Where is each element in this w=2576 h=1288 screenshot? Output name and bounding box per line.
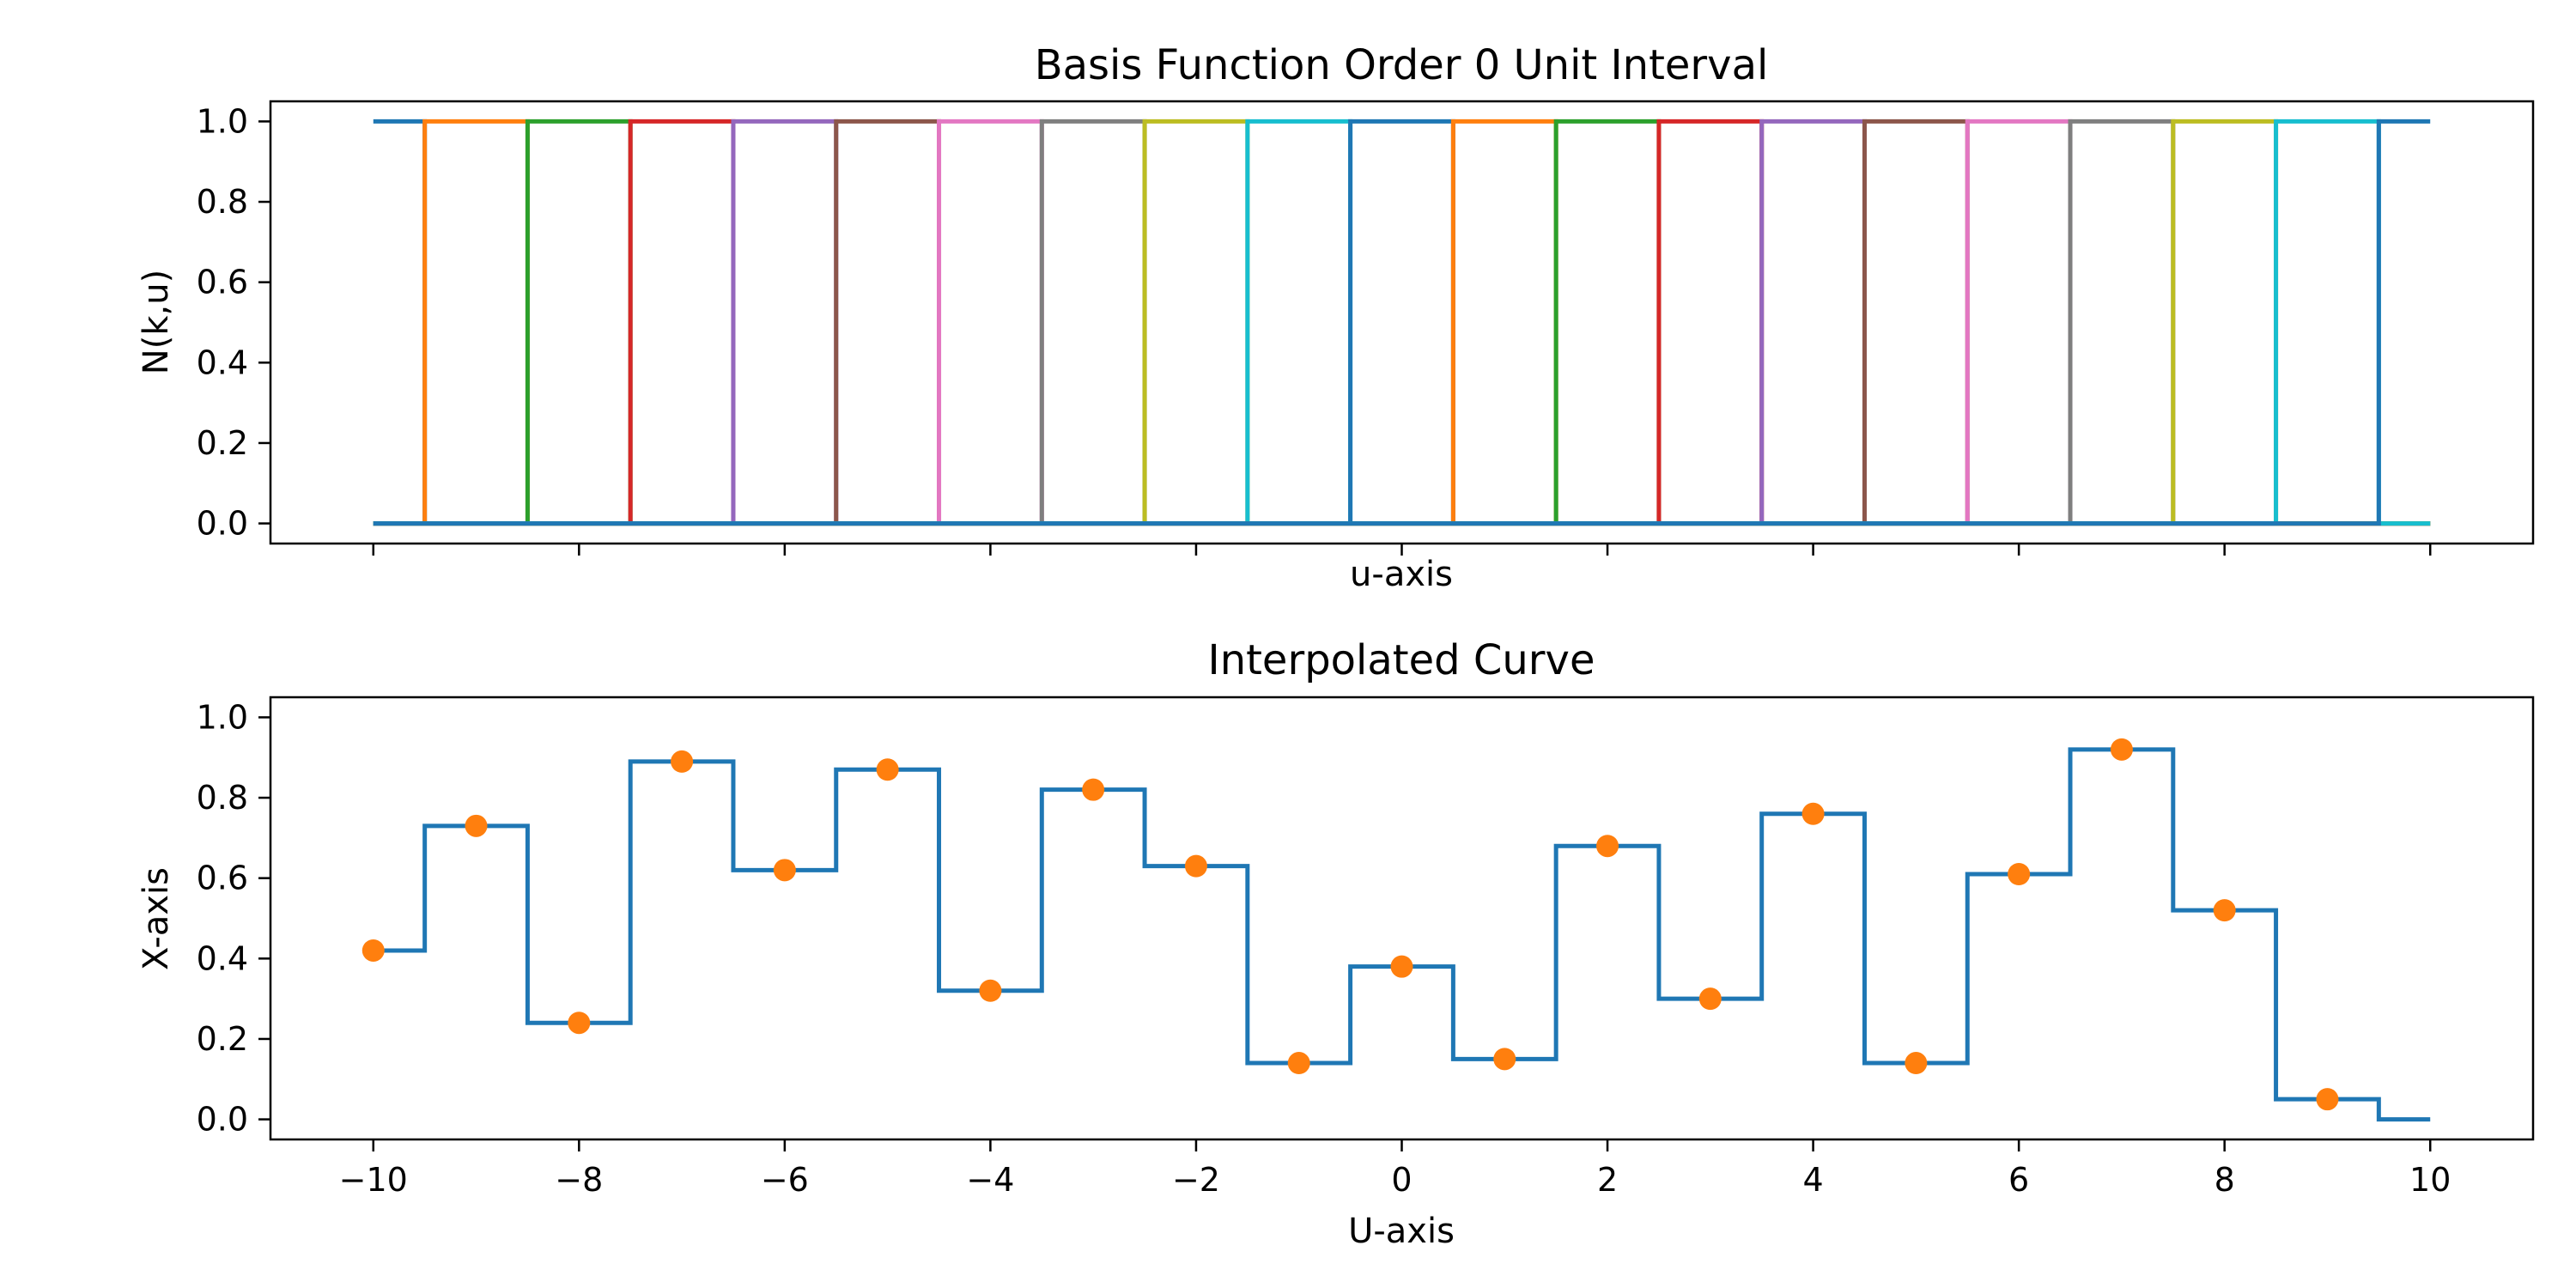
basis-function-y-tick-label: 0.8 bbox=[197, 183, 248, 221]
interpolation-point bbox=[465, 814, 488, 837]
basis-function-line bbox=[373, 118, 2431, 526]
basis-function-line bbox=[373, 118, 2431, 526]
interpolated-curve-x-tick-label: 8 bbox=[2215, 1161, 2235, 1199]
interpolation-point bbox=[876, 758, 899, 781]
interpolated-curve-y-tick-label: 0.8 bbox=[197, 779, 248, 817]
basis-function-line bbox=[373, 118, 2431, 526]
basis-function-title: Basis Function Order 0 Unit Interval bbox=[1035, 41, 1769, 89]
interpolated-curve-x-ticks: −10 −8 −6 −4 −2 0 2 4 6 8 10 bbox=[339, 1139, 2451, 1199]
interpolation-point bbox=[1801, 802, 1825, 825]
basis-function-line bbox=[373, 118, 2431, 526]
interpolation-point bbox=[773, 859, 796, 882]
interpolated-curve-x-tick-label: 2 bbox=[1597, 1161, 1618, 1199]
basis-function-axes: 0.0 0.2 0.4 0.6 0.8 1.0 Basis Function Order … bbox=[137, 41, 2535, 594]
basis-function-plot-frame bbox=[269, 100, 2535, 545]
basis-function-y-tick-label: 0.6 bbox=[197, 264, 248, 301]
interpolation-point bbox=[1698, 987, 1722, 1011]
basis-function-y-tick-label: 0.2 bbox=[197, 424, 248, 462]
interpolated-curve-x-tick-label: 0 bbox=[1391, 1161, 1412, 1199]
interpolation-point bbox=[1082, 778, 1105, 801]
basis-function-y-tick-label: 1.0 bbox=[197, 102, 248, 140]
basis-function-line bbox=[373, 118, 2431, 526]
basis-function-line bbox=[373, 118, 2431, 526]
basis-function-y-label: N(k,u) bbox=[137, 270, 176, 374]
interpolated-curve-x-tick-label: −8 bbox=[555, 1161, 603, 1199]
basis-function-y-ticks: 0.0 0.2 0.4 0.6 0.8 1.0 bbox=[197, 102, 270, 543]
interpolated-curve-x-tick-label: −2 bbox=[1172, 1161, 1220, 1199]
basis-function-line bbox=[373, 118, 2431, 526]
interpolated-curve-x-tick-label: 4 bbox=[1802, 1161, 1823, 1199]
interpolated-curve-marks bbox=[361, 738, 2431, 1122]
interpolation-point bbox=[2316, 1088, 2339, 1111]
basis-function-line bbox=[373, 118, 2431, 526]
interpolated-curve-axes: −10 −8 −6 −4 −2 0 2 4 6 8 10 0.0 0.2 0.4 0.6 0.8 1.0 In… bbox=[137, 636, 2535, 1251]
basis-function-line bbox=[373, 118, 2431, 526]
basis-function-lines bbox=[373, 118, 2431, 526]
interpolated-curve-x-label: U-axis bbox=[1348, 1212, 1455, 1251]
basis-function-line bbox=[373, 118, 2431, 526]
basis-function-line bbox=[373, 118, 2431, 526]
interpolated-curve-x-tick-label: 10 bbox=[2409, 1161, 2451, 1199]
interpolated-curve-x-tick-label: −4 bbox=[966, 1161, 1014, 1199]
interpolated-curve-y-tick-label: 0.2 bbox=[197, 1020, 248, 1058]
interpolated-curve-x-tick-label: −6 bbox=[761, 1161, 809, 1199]
interpolation-point bbox=[2110, 738, 2133, 761]
interpolation-point bbox=[1493, 1048, 1516, 1071]
interpolated-curve-y-tick-label: 0.4 bbox=[197, 939, 248, 977]
interpolated-curve-title: Interpolated Curve bbox=[1208, 636, 1595, 684]
interpolation-point bbox=[671, 750, 694, 773]
interpolation-point bbox=[979, 979, 1002, 1002]
interpolated-curve-x-tick-label: −10 bbox=[339, 1161, 408, 1199]
basis-function-line bbox=[373, 118, 2431, 526]
interpolation-point bbox=[361, 939, 385, 962]
basis-function-line bbox=[373, 118, 2431, 526]
basis-function-line bbox=[373, 118, 2431, 526]
interpolated-curve-line bbox=[373, 747, 2431, 1122]
basis-function-line bbox=[373, 118, 2431, 526]
interpolated-curve-y-label: X-axis bbox=[137, 867, 176, 970]
interpolated-curve-y-tick-label: 0.0 bbox=[197, 1101, 248, 1139]
interpolated-curve-x-tick-label: 6 bbox=[2008, 1161, 2029, 1199]
interpolation-point bbox=[1390, 955, 1413, 978]
basis-function-x-label: u-axis bbox=[1350, 555, 1453, 594]
interpolation-point bbox=[1287, 1052, 1310, 1075]
basis-function-y-tick-label: 0.4 bbox=[197, 343, 248, 381]
interpolation-point bbox=[2213, 899, 2236, 922]
interpolated-curve-y-tick-label: 0.6 bbox=[197, 860, 248, 897]
interpolation-point bbox=[1905, 1052, 1928, 1075]
basis-function-x-ticks bbox=[372, 544, 2432, 556]
basis-function-line bbox=[373, 118, 2431, 526]
interpolated-curve-plot-frame bbox=[269, 696, 2535, 1141]
basis-function-line bbox=[373, 118, 2431, 526]
interpolation-point bbox=[2008, 863, 2031, 885]
basis-function-y-tick-label: 0.0 bbox=[197, 505, 248, 543]
basis-function-line bbox=[373, 118, 2431, 526]
interpolated-curve-y-ticks: 0.0 0.2 0.4 0.6 0.8 1.0 bbox=[197, 698, 270, 1139]
basis-function-line bbox=[373, 118, 2431, 526]
basis-function-line bbox=[373, 118, 2431, 526]
interpolated-curve-y-tick-label: 1.0 bbox=[197, 698, 248, 736]
interpolation-point bbox=[568, 1012, 591, 1035]
basis-function-line bbox=[373, 118, 2431, 526]
interpolation-point bbox=[1184, 854, 1207, 878]
interpolation-point bbox=[1596, 835, 1619, 858]
